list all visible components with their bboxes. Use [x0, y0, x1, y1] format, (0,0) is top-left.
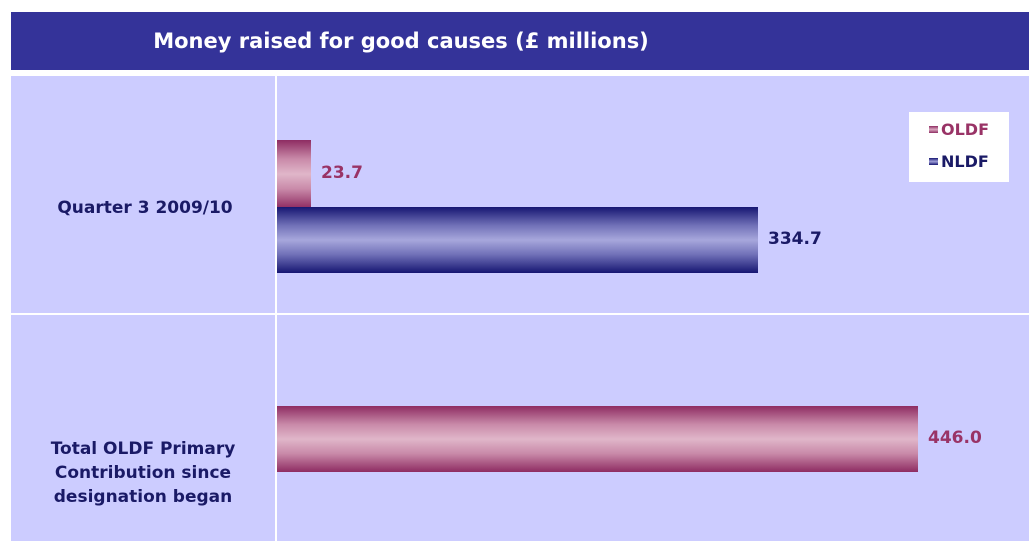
data-label-oldf-1: 446.0: [928, 428, 982, 448]
plot-area: Quarter 3 2009/10 Total OLDF Primary Con…: [11, 76, 1029, 541]
data-label-nldf-0: 334.7: [768, 229, 822, 249]
chart-title: Money raised for good causes (£ millions…: [153, 29, 649, 53]
category-label-line: designation began: [53, 487, 233, 507]
legend-item-nldf: NLDF: [929, 152, 989, 171]
category-label-total-oldf: Total OLDF Primary Contribution since de…: [18, 437, 268, 509]
legend: OLDF NLDF: [909, 112, 1009, 182]
category-label-quarter-3: Quarter 3 2009/10: [20, 196, 270, 220]
data-label-oldf-0: 23.7: [321, 163, 363, 183]
category-axis-divider: [275, 76, 277, 541]
category-label-line: Contribution since: [54, 463, 232, 483]
legend-label-oldf: OLDF: [941, 120, 990, 139]
bar-oldf-1: [277, 406, 918, 472]
bar-oldf-0: [277, 140, 311, 208]
legend-item-oldf: OLDF: [929, 120, 989, 139]
legend-swatch-oldf: [929, 126, 938, 133]
category-label-line: Total OLDF Primary: [50, 439, 236, 459]
bar-nldf-0: [277, 207, 758, 273]
legend-swatch-nldf: [929, 158, 938, 165]
chart-header: Money raised for good causes (£ millions…: [11, 12, 1029, 70]
category-label-line: Quarter 3 2009/10: [57, 198, 233, 218]
legend-label-nldf: NLDF: [941, 152, 989, 171]
category-row-divider: [11, 313, 1029, 315]
